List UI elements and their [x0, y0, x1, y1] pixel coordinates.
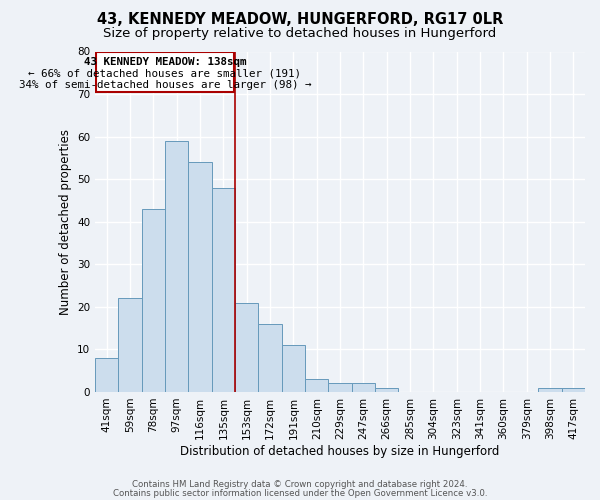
Text: 43 KENNEDY MEADOW: 138sqm: 43 KENNEDY MEADOW: 138sqm — [83, 56, 246, 66]
X-axis label: Distribution of detached houses by size in Hungerford: Distribution of detached houses by size … — [181, 444, 500, 458]
Bar — [235, 302, 259, 392]
Bar — [282, 345, 305, 392]
FancyBboxPatch shape — [95, 52, 234, 92]
Bar — [95, 358, 118, 392]
Y-axis label: Number of detached properties: Number of detached properties — [59, 128, 71, 314]
Bar — [188, 162, 212, 392]
Bar — [212, 188, 235, 392]
Bar — [352, 384, 375, 392]
Text: 34% of semi-detached houses are larger (98) →: 34% of semi-detached houses are larger (… — [19, 80, 311, 90]
Text: 43, KENNEDY MEADOW, HUNGERFORD, RG17 0LR: 43, KENNEDY MEADOW, HUNGERFORD, RG17 0LR — [97, 12, 503, 28]
Text: ← 66% of detached houses are smaller (191): ← 66% of detached houses are smaller (19… — [28, 68, 301, 78]
Bar — [305, 379, 328, 392]
Text: Size of property relative to detached houses in Hungerford: Size of property relative to detached ho… — [103, 28, 497, 40]
Text: Contains public sector information licensed under the Open Government Licence v3: Contains public sector information licen… — [113, 489, 487, 498]
Bar — [538, 388, 562, 392]
Bar — [142, 209, 165, 392]
Bar — [328, 384, 352, 392]
Bar — [259, 324, 282, 392]
Bar — [562, 388, 585, 392]
Bar — [165, 141, 188, 392]
Text: Contains HM Land Registry data © Crown copyright and database right 2024.: Contains HM Land Registry data © Crown c… — [132, 480, 468, 489]
Bar — [375, 388, 398, 392]
Bar — [118, 298, 142, 392]
